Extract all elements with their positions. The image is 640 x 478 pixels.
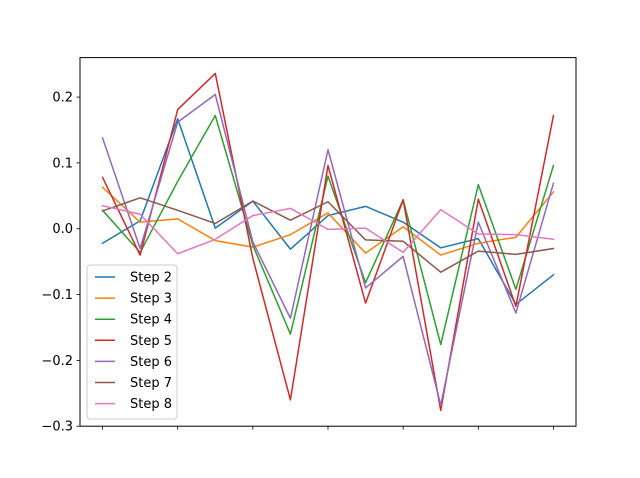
y-tick-label: −0.3: [41, 420, 73, 435]
legend-item: Step 8: [95, 397, 172, 412]
series-line: [101, 114, 555, 346]
legend: Step 2 Step 3 Step 4 Step 5 Step 6 Step 7 Step…: [86, 264, 178, 420]
legend-items: Step 2 Step 3 Step 4 Step 5 Step 6 Step 7 Step…: [95, 271, 172, 412]
legend-label: Step 6: [130, 355, 172, 370]
series-line: [101, 93, 555, 406]
legend-frame: [86, 264, 178, 420]
series-5: [101, 72, 555, 412]
y-tick-label: −0.1: [41, 288, 73, 303]
legend-label: Step 4: [130, 313, 172, 328]
series-layer: [101, 72, 555, 412]
legend-item: Step 5: [95, 334, 172, 349]
legend-label: Step 8: [130, 397, 172, 412]
series-3: [101, 186, 555, 256]
series-line: [101, 72, 555, 412]
series-8: [101, 204, 555, 255]
series-line: [101, 197, 555, 273]
series-6: [101, 93, 555, 406]
y-tick-label: 0.2: [52, 91, 73, 106]
series-line: [101, 186, 555, 256]
series-4: [101, 114, 555, 346]
legend-label: Step 5: [130, 334, 172, 349]
series-7: [101, 197, 555, 273]
legend-item: Step 6: [95, 355, 172, 370]
legend-label: Step 3: [130, 292, 172, 307]
legend-item: Step 7: [95, 376, 172, 391]
series-line: [101, 118, 555, 306]
legend-label: Step 2: [130, 271, 172, 286]
y-tick-label: 0.0: [52, 222, 73, 237]
legend-item: Step 4: [95, 313, 172, 328]
y-tick-label: 0.1: [52, 156, 73, 171]
legend-item: Step 2: [95, 271, 172, 286]
axis-layer: −0.3 −0.2 −0.1 0.0 0.1 0.2: [41, 91, 554, 435]
y-tick-label: −0.2: [41, 354, 73, 369]
legend-label: Step 7: [130, 376, 172, 391]
series-2: [101, 118, 555, 306]
legend-item: Step 3: [95, 292, 172, 307]
series-line: [101, 204, 555, 255]
